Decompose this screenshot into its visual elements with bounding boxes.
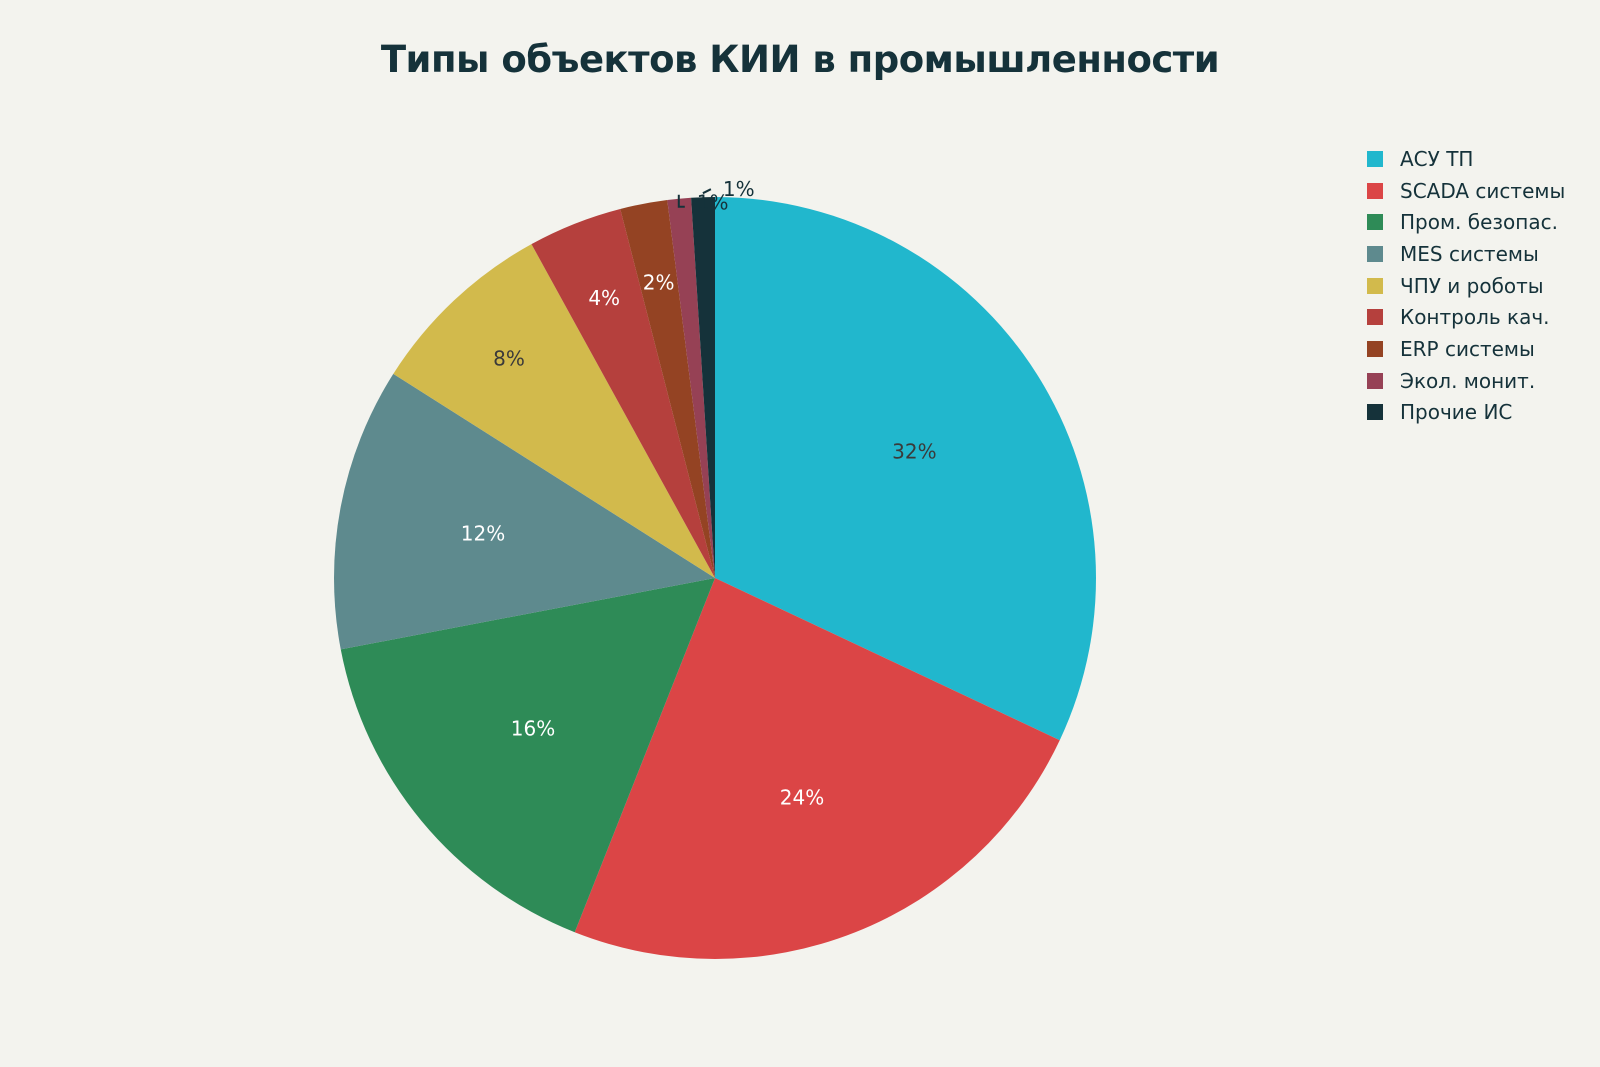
slice-label-5: 8% <box>493 347 525 371</box>
legend-swatch <box>1367 150 1383 167</box>
legend-label: ЧПУ и роботы <box>1400 273 1544 298</box>
chart-title: Типы объектов КИИ в промышленности <box>380 38 1220 81</box>
legend-swatch <box>1367 214 1383 231</box>
legend-item[interactable]: ЧПУ и роботы <box>1367 270 1565 302</box>
legend-item[interactable]: MES системы <box>1367 238 1565 270</box>
legend-item[interactable]: Пром. безопас. <box>1367 206 1565 238</box>
slice-label-2: 24% <box>780 786 824 810</box>
pie-slice-8 <box>667 197 715 578</box>
legend-item[interactable]: Экол. монит. <box>1367 365 1565 397</box>
pie-slice-9 <box>691 197 715 578</box>
pie-slice-5 <box>393 244 715 578</box>
pie-slice-2 <box>574 578 1060 959</box>
slice-label-8: 1% <box>697 191 729 215</box>
legend-swatch <box>1367 245 1383 262</box>
slice-label-3: 16% <box>511 717 555 741</box>
legend-label: АСУ ТП <box>1400 146 1474 171</box>
legend-swatch <box>1367 277 1383 294</box>
legend-swatch <box>1367 372 1383 389</box>
legend-label: Прочие ИС <box>1400 400 1513 425</box>
legend-label: Пром. безопас. <box>1400 210 1558 235</box>
slice-label-7: 2% <box>643 270 675 294</box>
slice-label-6: 4% <box>588 286 620 310</box>
legend-label: MES системы <box>1400 241 1539 266</box>
slice-label-4: 12% <box>461 522 505 546</box>
legend-label: Экол. монит. <box>1400 368 1536 393</box>
legend-item[interactable]: ERP системы <box>1367 333 1565 365</box>
legend: АСУ ТП SCADA системы Пром. безопас. MES сис… <box>1367 143 1565 428</box>
legend-label: SCADA системы <box>1400 178 1566 203</box>
legend-swatch <box>1367 182 1383 199</box>
leader-line-9 <box>702 188 712 195</box>
legend-label: Контроль кач. <box>1400 305 1550 330</box>
legend-swatch <box>1367 404 1383 421</box>
legend-item[interactable]: Контроль кач. <box>1367 301 1565 333</box>
legend-label: ERP системы <box>1400 336 1535 361</box>
legend-item[interactable]: АСУ ТП <box>1367 143 1565 175</box>
leader-line-8 <box>677 194 685 208</box>
pie-slice-4 <box>334 373 715 650</box>
pie-slice-3 <box>340 578 715 933</box>
legend-swatch <box>1367 309 1383 326</box>
legend-item[interactable]: Прочие ИС <box>1367 397 1565 429</box>
pie-slice-6 <box>531 208 715 578</box>
slice-label-9: 1% <box>723 177 755 201</box>
legend-item[interactable]: SCADA системы <box>1367 175 1565 207</box>
slice-label-1: 32% <box>892 439 936 463</box>
legend-swatch <box>1367 340 1383 357</box>
pie-slice-1 <box>715 197 1096 741</box>
pie-slice-7 <box>620 200 715 578</box>
